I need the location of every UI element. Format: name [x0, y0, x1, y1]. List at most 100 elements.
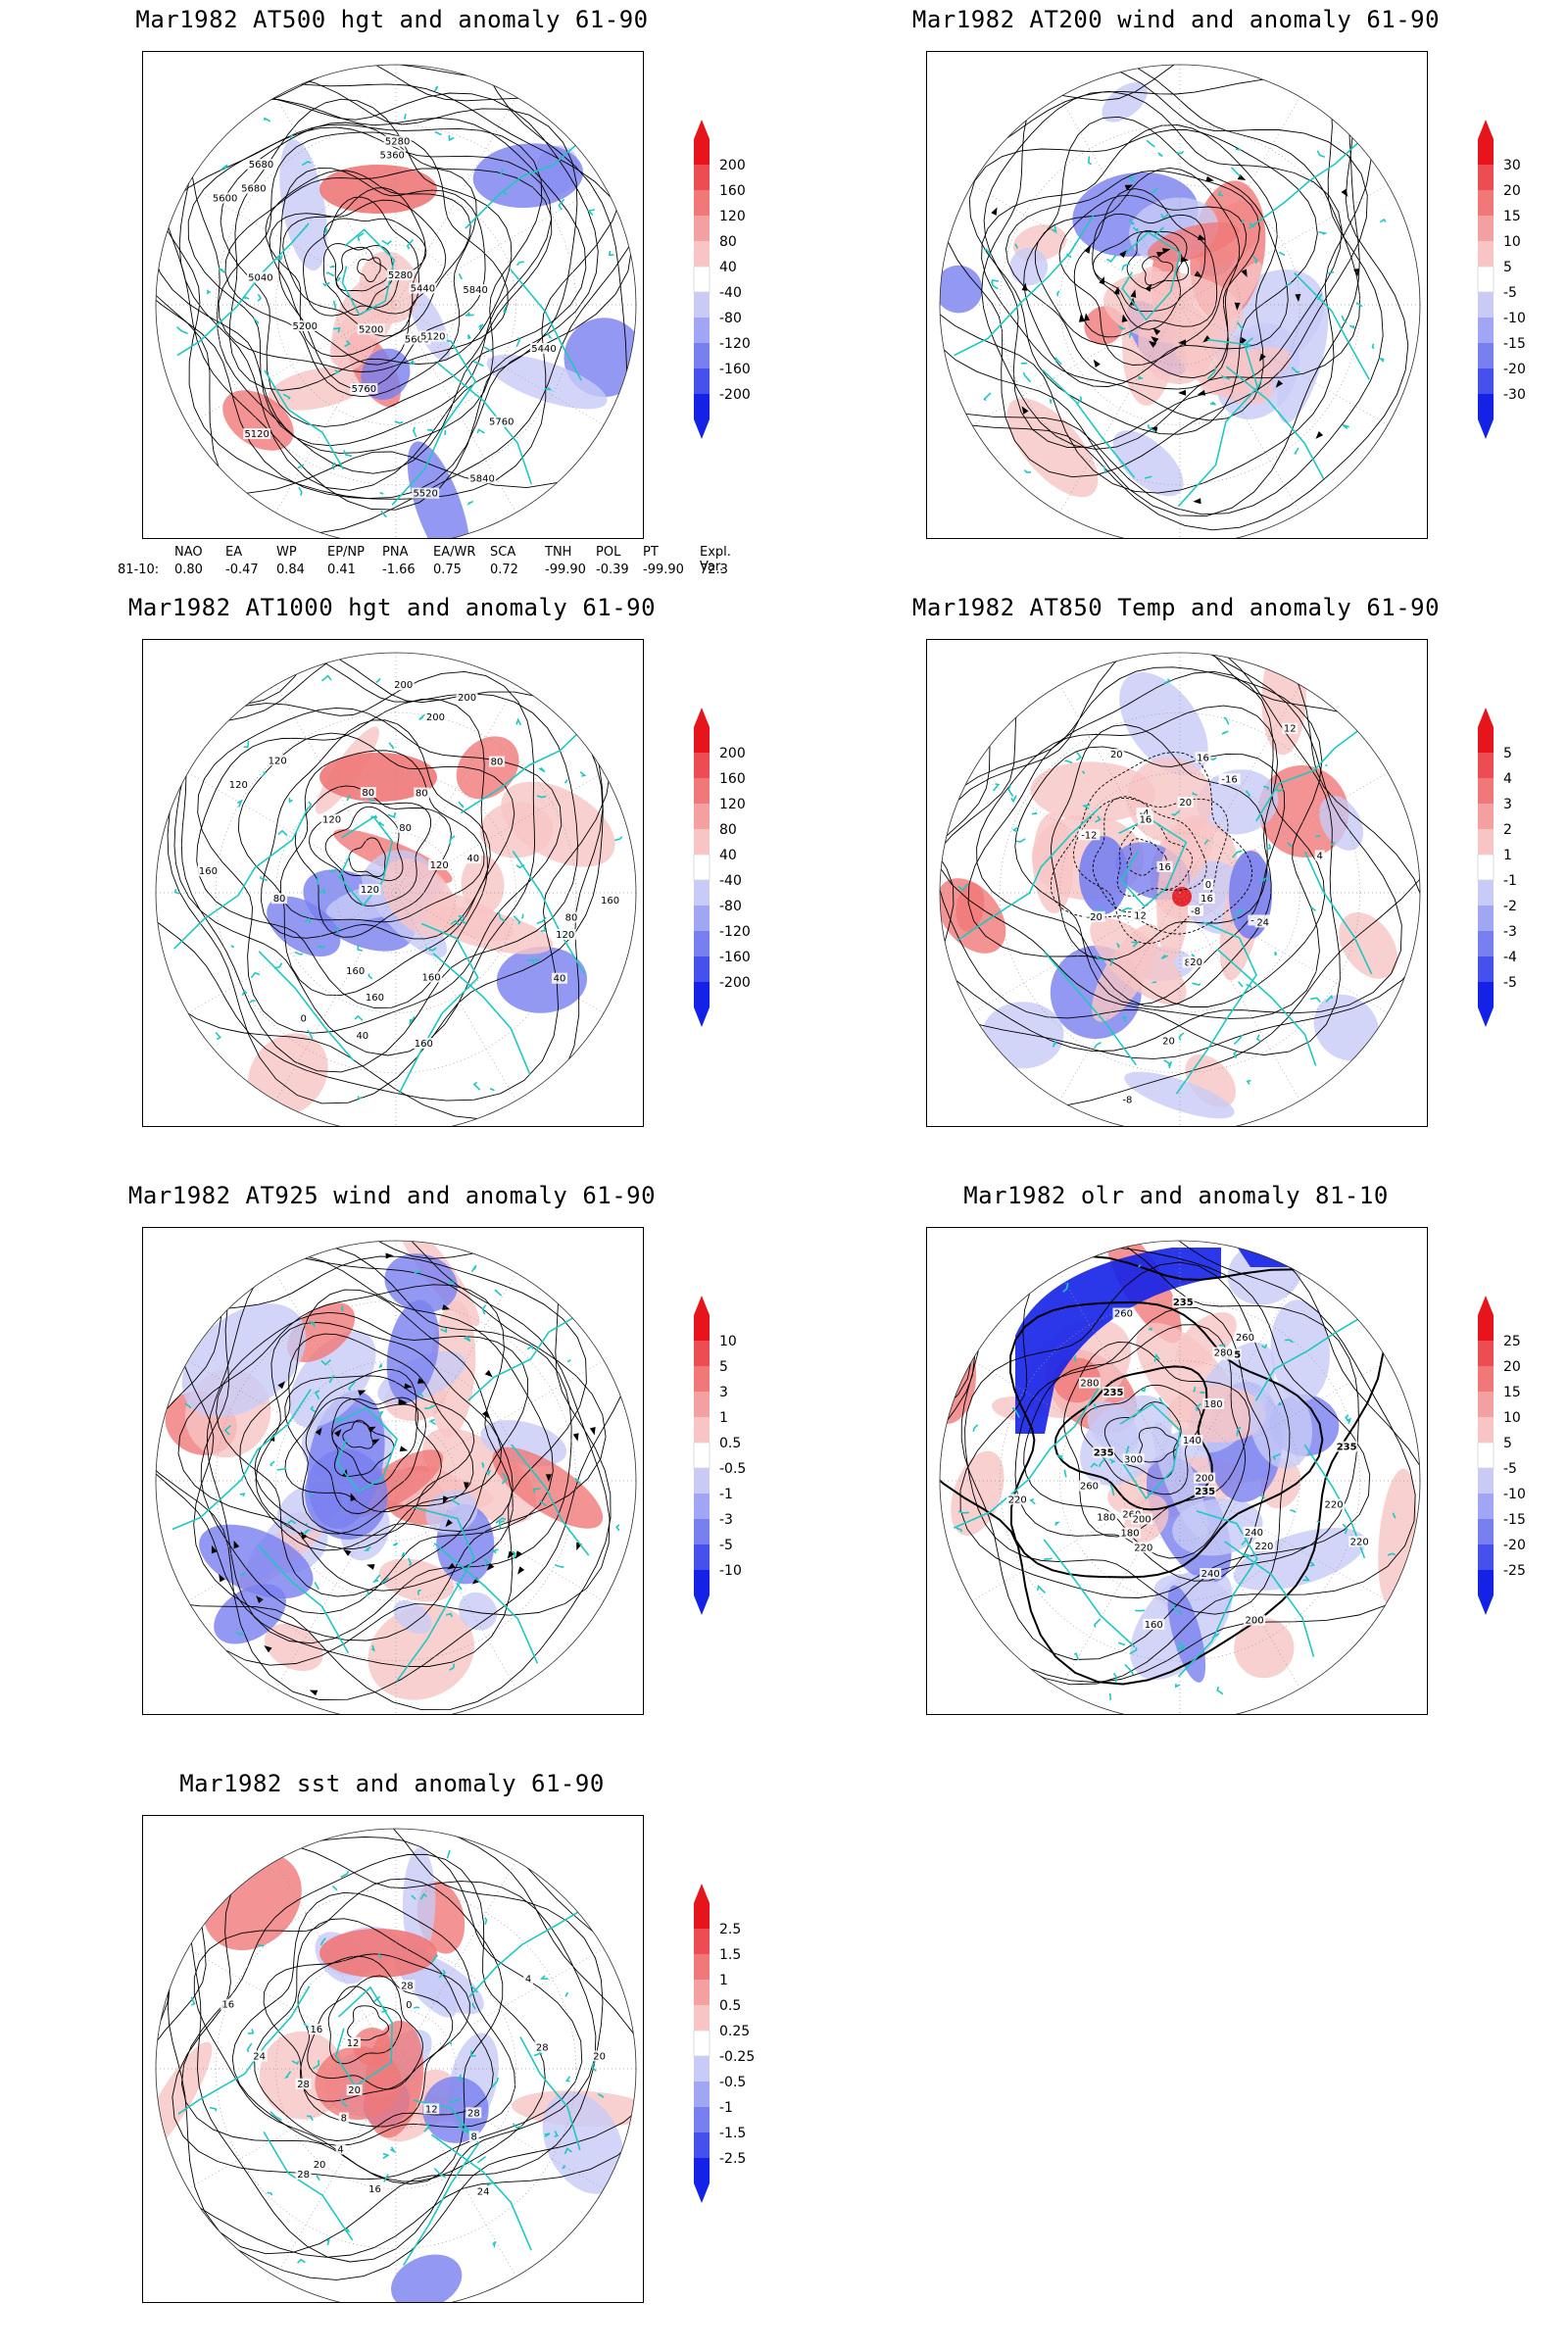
- colorbar-segment: [693, 266, 710, 293]
- polar-map: 161280-8-161620-24-20-12-8-4412162024162…: [939, 652, 1421, 1126]
- contour-label: 240: [1201, 1569, 1220, 1580]
- colorbar: 30 20 15 10 5 -5 -10 -15 -20 -30: [1470, 118, 1568, 451]
- colorbar-arrow-bottom: [1478, 1007, 1494, 1027]
- panel-title: Mar1982 AT500 hgt and anomaly 61-90: [135, 6, 649, 33]
- colorbar-svg: 25 20 15 10 5 -5 -10 -15 -20 -25: [1477, 1296, 1526, 1615]
- panel-at200-wind: Mar1982 AT200 wind and anomaly 61-90 30 2…: [784, 0, 1568, 588]
- colorbar-segment: [1478, 804, 1494, 829]
- colorbar-tick-label: 10: [1503, 234, 1521, 250]
- colorbar: 10 5 3 1 0.5 -0.5 -1 -3 -5 -10: [686, 1294, 794, 1627]
- colorbar-segment: [1478, 1494, 1494, 1519]
- colorbar-tick-label: -5: [1503, 285, 1517, 301]
- colorbar-tick-label: 200: [719, 746, 746, 761]
- contour-label: 180: [1203, 1399, 1222, 1410]
- map-frame: [926, 51, 1428, 539]
- colorbar-tick-label: -20: [1503, 1538, 1526, 1553]
- panel-title: Mar1982 AT200 wind and anomaly 61-90: [911, 6, 1441, 33]
- colorbar-segment: [1478, 1519, 1494, 1544]
- contour-label: 20: [1162, 1036, 1175, 1047]
- colorbar-segment: [1478, 956, 1494, 982]
- colorbar-arrow-bottom: [1478, 1595, 1494, 1615]
- contour-label: 120: [229, 780, 248, 791]
- colorbar-tick-label: -4: [1503, 950, 1517, 965]
- contour-label: 24: [253, 2051, 266, 2062]
- colorbar-tick-label: 80: [719, 822, 737, 838]
- contour-label: 4: [525, 1975, 531, 1985]
- colorbar-tick-label: 1: [1503, 848, 1512, 863]
- colorbar-segment: [693, 854, 710, 881]
- colorbar-segment: [694, 1980, 710, 2005]
- contour-label: 260: [1114, 1309, 1133, 1320]
- contour-label: 200: [1246, 1616, 1264, 1627]
- colorbar-tick-label: -200: [719, 387, 751, 403]
- colorbar-segment: [693, 2030, 710, 2057]
- colorbar-svg: 5 4 3 2 1 -1 -2 -3 -4 -5: [1477, 708, 1517, 1027]
- colorbar-segment: [1478, 1366, 1494, 1392]
- contour-label: 5440: [531, 344, 556, 355]
- contour-label: 180: [1121, 1529, 1140, 1540]
- index-value: -99.90: [643, 563, 684, 577]
- colorbar-segment: [694, 1570, 710, 1595]
- contour-label: 8: [341, 2114, 347, 2125]
- contour-label: 220: [1350, 1537, 1369, 1547]
- colorbar-tick-label: 10: [719, 1334, 737, 1349]
- contour-label: 28: [297, 2170, 310, 2180]
- index-row-label: 81-10:: [118, 563, 160, 577]
- colorbar-tick-label: -160: [719, 362, 751, 377]
- colorbar-tick-label: 20: [1503, 183, 1521, 199]
- colorbar-tick-label: -80: [719, 899, 742, 914]
- colorbar-tick-label: -1.5: [719, 2126, 746, 2141]
- colorbar-tick-label: 10: [1503, 1410, 1521, 1426]
- contour-label: 5280: [385, 137, 410, 148]
- colorbar-segment: [694, 931, 710, 956]
- polar-map: 28 28 24 20 16 12 8 4 0 28 28 20 16 12 8 4 16 20 24 28: [155, 1828, 637, 2302]
- colorbar-segment: [694, 956, 710, 982]
- colorbar-segment: [1478, 1468, 1494, 1494]
- contour-label: 5120: [420, 331, 445, 342]
- colorbar-segment: [694, 982, 710, 1007]
- index-header: TNH: [545, 545, 572, 560]
- colorbar-segment: [694, 1903, 710, 1929]
- contour-label: -20: [1086, 912, 1102, 923]
- colorbar-svg: 2.5 1.5 1 0.5 0.25 -0.25 -0.5 -1 -1.5 -2.5: [693, 1884, 755, 2203]
- contour-label: 300: [1124, 1454, 1143, 1465]
- contour-label: 160: [601, 896, 619, 906]
- contour-label: 5200: [293, 321, 318, 332]
- contour-label: 160: [1145, 1620, 1163, 1631]
- contour-label: 200: [1133, 1515, 1152, 1526]
- contour-label: 16: [368, 2184, 381, 2195]
- contour-label: 5040: [248, 272, 272, 283]
- colorbar-tick-label: 0.5: [719, 1998, 741, 2014]
- colorbar-segment: [694, 2082, 710, 2107]
- colorbar-segment: [694, 343, 710, 368]
- colorbar-tick-label: -25: [1503, 1563, 1526, 1579]
- contour-label: 5280: [388, 270, 413, 281]
- colorbar: 5 4 3 2 1 -1 -2 -3 -4 -5: [1470, 706, 1568, 1039]
- contour-label: 20: [1190, 957, 1202, 968]
- panel-title: Mar1982 AT925 wind and anomaly 61-90: [127, 1182, 657, 1209]
- contour-label: 20: [1110, 750, 1123, 760]
- colorbar-segment: [694, 1544, 710, 1570]
- contour-label: 12: [1284, 724, 1297, 735]
- colorbar-tick-label: -0.5: [719, 1461, 746, 1477]
- colorbar-segment: [694, 1494, 710, 1519]
- index-value: -99.90: [545, 563, 586, 577]
- colorbar-tick-label: 5: [719, 1359, 728, 1375]
- contour-label: 5440: [411, 284, 435, 295]
- colorbar-segment: [694, 2056, 710, 2082]
- colorbar-segment: [1478, 880, 1494, 906]
- index-header: POL: [596, 545, 621, 560]
- contour-label: 220: [1254, 1542, 1273, 1552]
- colorbar-segment: [694, 165, 710, 190]
- contour-label: 28: [467, 2108, 480, 2119]
- polar-map: 2352352202402601802002352602802202001801…: [939, 1240, 1421, 1714]
- colorbar: 25 20 15 10 5 -5 -10 -15 -20 -25: [1470, 1294, 1568, 1627]
- colorbar-segment: [694, 1341, 710, 1366]
- colorbar-tick-label: -120: [719, 924, 751, 940]
- colorbar-segment: [694, 139, 710, 165]
- contour-label: 260: [1080, 1482, 1099, 1493]
- colorbar-tick-label: -5: [1503, 975, 1517, 991]
- contour-label: 240: [1245, 1528, 1263, 1539]
- contour-label: 220: [1325, 1500, 1344, 1511]
- colorbar-tick-label: -40: [719, 873, 742, 889]
